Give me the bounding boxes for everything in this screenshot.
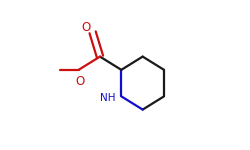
Text: O: O bbox=[76, 75, 85, 88]
Text: O: O bbox=[81, 21, 90, 34]
Text: NH: NH bbox=[100, 93, 116, 103]
